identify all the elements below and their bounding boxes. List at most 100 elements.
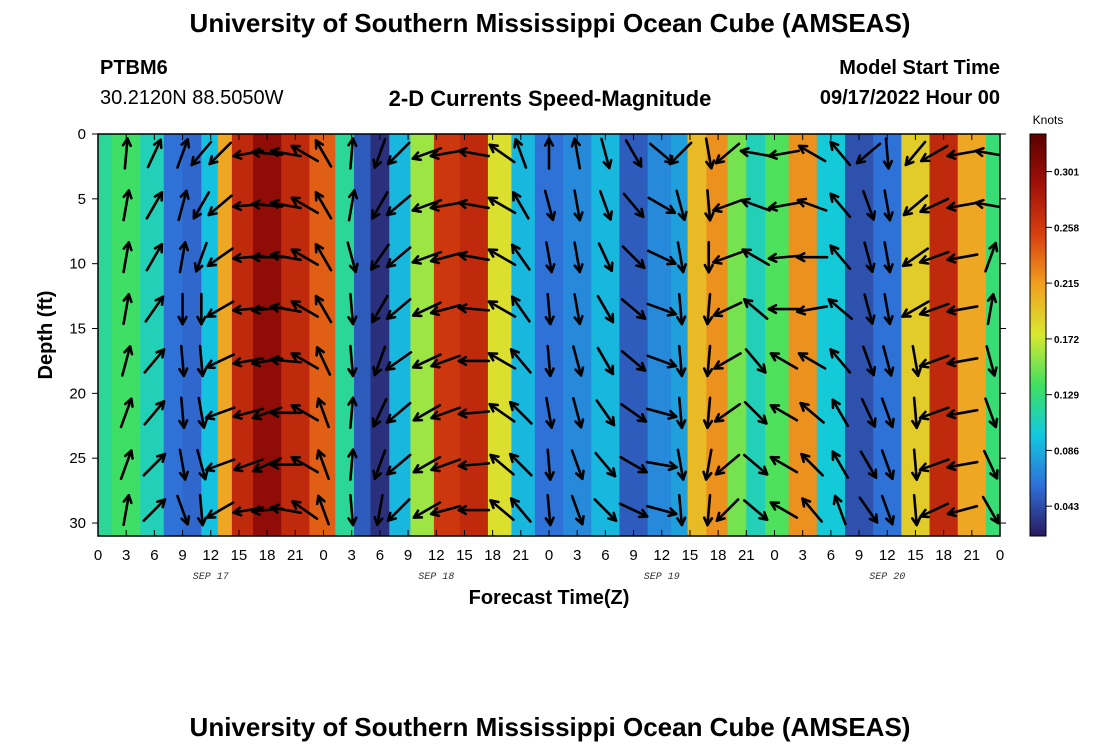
current-arrow	[702, 493, 714, 527]
current-arrow	[911, 493, 922, 527]
current-arrow	[860, 397, 877, 428]
x-tick-label: 18	[259, 547, 276, 564]
model-start-label: Model Start Time	[839, 57, 1000, 79]
x-tick-label: 21	[287, 547, 304, 564]
current-arrow	[347, 493, 358, 527]
current-arrow	[645, 407, 678, 420]
heatmap-cell	[957, 134, 987, 536]
current-arrow	[704, 189, 715, 222]
current-arrow	[858, 496, 879, 524]
current-arrow	[595, 399, 616, 427]
current-arrow	[412, 501, 442, 519]
current-arrow	[372, 345, 387, 377]
current-arrow	[918, 406, 950, 421]
current-arrow	[315, 494, 330, 526]
current-arrow	[974, 198, 1000, 210]
current-arrow	[177, 189, 190, 222]
current-arrow	[371, 191, 389, 220]
current-arrow	[946, 149, 979, 160]
x-tick-label: 18	[935, 547, 952, 564]
current-arrow	[544, 292, 555, 326]
current-arrow	[573, 292, 584, 326]
current-arrow	[385, 453, 412, 476]
current-arrow	[796, 305, 829, 316]
current-arrow	[371, 294, 389, 324]
current-arrow	[618, 502, 649, 519]
current-arrow	[291, 500, 319, 520]
current-arrow	[430, 354, 462, 369]
current-arrow	[143, 400, 166, 426]
current-arrow	[544, 493, 555, 527]
current-arrow	[545, 241, 556, 274]
current-arrow	[918, 250, 950, 265]
current-arrow	[315, 449, 330, 481]
current-arrow	[883, 241, 894, 274]
station-coordinates: 30.2120N 88.5050W	[100, 87, 284, 109]
current-arrow	[411, 353, 442, 370]
current-arrow	[739, 146, 772, 158]
current-arrow	[597, 242, 614, 273]
current-arrow	[703, 240, 714, 274]
current-arrow	[197, 396, 208, 429]
x-tick-label: 6	[376, 547, 384, 564]
current-arrow	[372, 138, 387, 169]
current-arrow	[385, 298, 412, 321]
current-arrow	[883, 189, 894, 222]
current-arrow	[713, 352, 742, 370]
current-arrow	[121, 345, 134, 377]
current-arrow	[508, 400, 533, 425]
current-arrow	[269, 198, 302, 210]
current-arrow	[178, 241, 190, 274]
current-arrow	[457, 355, 491, 367]
current-arrow	[205, 501, 235, 519]
x-tick-label: 12	[202, 547, 219, 564]
current-arrow	[369, 243, 390, 271]
current-arrow	[742, 453, 769, 476]
current-arrow	[946, 305, 979, 316]
current-arrow	[744, 348, 767, 374]
x-tick-label: 15	[231, 547, 248, 564]
current-arrow	[122, 241, 133, 274]
x-tick-label: 3	[348, 547, 356, 564]
heatmap-cell	[354, 134, 372, 536]
date-label: SEP 18	[418, 572, 454, 583]
current-arrow	[911, 396, 922, 430]
current-arrow	[713, 402, 742, 423]
current-arrow	[829, 348, 852, 374]
current-arrow	[176, 138, 191, 169]
current-arrow	[974, 146, 1000, 158]
current-arrow	[489, 499, 515, 522]
x-tick-label: 21	[738, 547, 755, 564]
current-arrow	[702, 292, 714, 326]
heatmap-cell	[706, 134, 729, 536]
current-arrow	[596, 346, 615, 376]
current-arrow	[621, 245, 646, 270]
heatmap-cell	[163, 134, 184, 536]
current-arrow	[715, 498, 740, 522]
heatmap-cell	[410, 134, 435, 536]
current-arrow	[882, 345, 895, 377]
heatmap-cell	[335, 134, 355, 536]
current-arrow	[290, 300, 319, 318]
current-arrow	[676, 396, 687, 430]
current-arrow	[596, 294, 615, 324]
x-tick-label: 3	[573, 547, 581, 564]
current-arrow	[385, 246, 412, 269]
current-arrow	[795, 252, 829, 263]
heatmap-cell	[217, 134, 233, 536]
current-arrow	[386, 141, 411, 166]
current-arrow	[702, 396, 714, 430]
current-arrow	[620, 349, 647, 372]
colorbar-tick-label: 0.215	[1054, 279, 1079, 290]
current-arrow	[512, 191, 530, 220]
current-arrow	[862, 345, 877, 377]
heatmap-cell	[671, 134, 689, 536]
current-arrow	[827, 298, 854, 321]
x-tick-label: 9	[629, 547, 637, 564]
current-arrow	[859, 450, 878, 479]
current-arrow	[371, 397, 388, 428]
current-arrow	[573, 189, 584, 222]
current-arrow	[347, 448, 358, 481]
heatmap-cell	[281, 134, 311, 536]
current-arrow	[946, 253, 979, 264]
